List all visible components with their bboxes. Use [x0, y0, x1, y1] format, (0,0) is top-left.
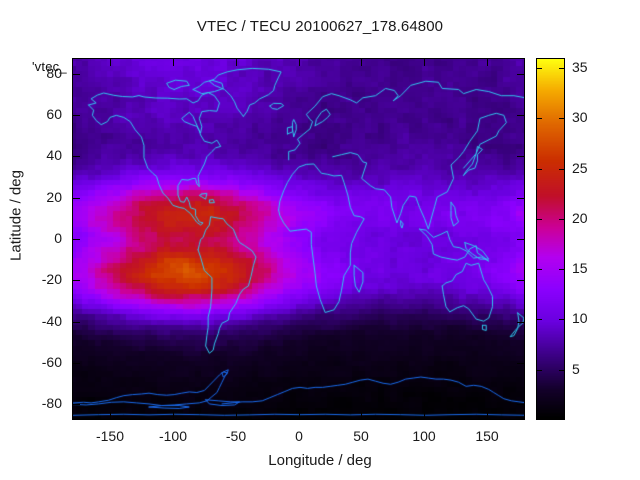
y-tick	[73, 198, 80, 199]
x-tick	[110, 412, 111, 419]
x-tick-label: -150	[95, 428, 125, 444]
colorbar	[536, 58, 565, 420]
y-tick-right	[517, 404, 524, 405]
x-tick-top	[173, 59, 174, 66]
y-tick-right	[517, 115, 524, 116]
y-tick	[73, 404, 80, 405]
colorbar-tick	[536, 169, 542, 170]
x-tick	[361, 412, 362, 419]
x-tick-label: 0	[295, 428, 303, 444]
x-tick	[236, 412, 237, 419]
colorbar-tick-label: 30	[572, 109, 588, 125]
x-tick-top	[361, 59, 362, 66]
y-tick-right	[517, 363, 524, 364]
x-tick	[173, 412, 174, 419]
plot-key-label: 'vtec_	[32, 59, 67, 74]
y-tick	[73, 280, 80, 281]
y-axis-title: Latitude / deg	[7, 170, 25, 261]
x-tick-label: 100	[412, 428, 436, 444]
x-tick-top	[110, 59, 111, 66]
colorbar-tick	[536, 370, 542, 371]
y-tick-right	[517, 239, 524, 240]
colorbar-tick-label: 5	[572, 361, 580, 377]
x-axis-title: Longitude / deg	[268, 452, 372, 469]
y-tick-right	[517, 280, 524, 281]
colorbar-tick-label: 25	[572, 160, 588, 176]
colorbar-tick	[559, 169, 565, 170]
x-tick	[299, 412, 300, 419]
x-tick-top	[424, 59, 425, 66]
colorbar-tick-label: 20	[572, 210, 588, 226]
colorbar-tick	[559, 269, 565, 270]
coastline-overlay	[73, 59, 524, 419]
colorbar-tick	[536, 269, 542, 270]
y-tick-label: -80	[41, 395, 62, 411]
x-tick	[487, 412, 488, 419]
colorbar-tick-label: 15	[572, 260, 588, 276]
y-tick-right	[517, 156, 524, 157]
y-tick	[73, 74, 80, 75]
x-tick-label: -50	[225, 428, 247, 444]
y-tick-right	[517, 322, 524, 323]
y-tick	[73, 156, 80, 157]
x-tick-top	[299, 59, 300, 66]
x-tick-top	[236, 59, 237, 66]
y-tick	[73, 239, 80, 240]
colorbar-tick	[536, 68, 542, 69]
y-tick-label: 60	[46, 106, 62, 122]
colorbar-tick	[559, 219, 565, 220]
y-tick-right	[517, 198, 524, 199]
x-tick-label: -100	[158, 428, 188, 444]
x-tick-label: 50	[353, 428, 369, 444]
y-tick-label: 20	[46, 189, 62, 205]
colorbar-tick	[536, 219, 542, 220]
colorbar-tick	[559, 319, 565, 320]
x-tick-label: 150	[475, 428, 499, 444]
chart-title: VTEC / TECU 20100627_178.64800	[196, 18, 444, 35]
x-tick	[424, 412, 425, 419]
colorbar-tick-label: 35	[572, 59, 588, 75]
y-tick	[73, 115, 80, 116]
colorbar-tick	[559, 68, 565, 69]
colorbar-tick-label: 10	[572, 310, 588, 326]
y-tick-label: 80	[46, 65, 62, 81]
y-tick-label: 40	[46, 147, 62, 163]
y-tick	[73, 363, 80, 364]
colorbar-gradient	[537, 59, 564, 419]
y-tick	[73, 322, 80, 323]
y-tick-label: -40	[41, 313, 62, 329]
colorbar-tick	[559, 118, 565, 119]
plot-area	[72, 58, 525, 420]
y-tick-right	[517, 74, 524, 75]
colorbar-tick	[536, 118, 542, 119]
y-tick-label: 0	[54, 230, 62, 246]
colorbar-tick	[536, 319, 542, 320]
y-tick-label: -20	[41, 271, 62, 287]
colorbar-tick	[559, 370, 565, 371]
x-tick-top	[487, 59, 488, 66]
y-tick-label: -60	[41, 354, 62, 370]
